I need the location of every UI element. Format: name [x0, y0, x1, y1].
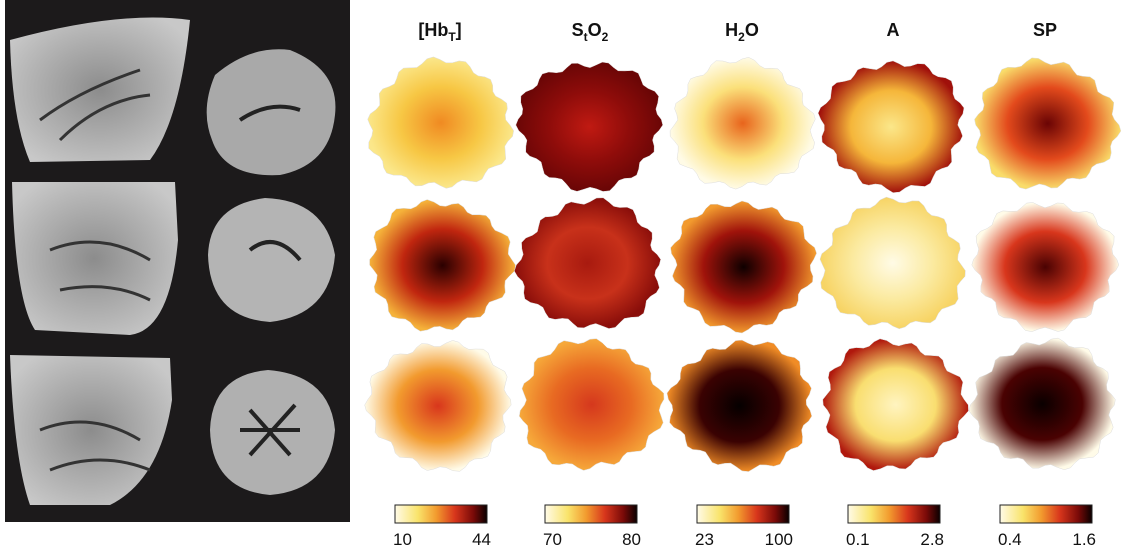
colorbar-min: 23 — [695, 530, 714, 549]
header-text: S — [572, 20, 584, 40]
header-text: SP — [1033, 20, 1057, 40]
header-text: [Hb — [418, 20, 448, 40]
column-header: A — [887, 20, 900, 40]
colorbar-max: 44 — [472, 530, 491, 549]
reconstruction-map — [514, 198, 660, 329]
column-header: [HbT] — [418, 20, 461, 44]
reconstruction-map — [671, 201, 817, 333]
colorbar — [395, 505, 487, 523]
subscript: 2 — [602, 30, 609, 44]
colorbar-max: 100 — [765, 530, 793, 549]
reconstruction-map — [365, 340, 511, 471]
reconstruction-map — [519, 339, 664, 471]
colorbar-max: 2.8 — [920, 530, 944, 549]
reconstruction-map — [818, 61, 964, 193]
reconstruction-map — [368, 57, 514, 188]
column-header: SP — [1033, 20, 1057, 40]
reconstruction-map — [670, 57, 815, 189]
mri-panel — [5, 0, 350, 522]
reconstruction-map — [370, 200, 516, 332]
colorbar-max: 80 — [622, 530, 641, 549]
column-header: StO2 — [572, 20, 609, 44]
figure: [HbT]1044StO27080H2O23100A0.12.8SP0.41.6 — [0, 0, 1125, 550]
colorbar-min: 0.4 — [998, 530, 1022, 549]
reconstruction-map — [516, 62, 663, 191]
reconstruction-map — [667, 340, 812, 472]
header-text: ] — [456, 20, 462, 40]
header-text: H — [725, 20, 738, 40]
colorbar — [848, 505, 940, 523]
colorbar — [697, 505, 789, 523]
reconstruction-map — [975, 58, 1121, 189]
header-text: O — [745, 20, 759, 40]
colorbar-min: 0.1 — [846, 530, 870, 549]
colorbar-min: 10 — [393, 530, 412, 549]
reconstruction-map — [823, 339, 969, 471]
colorbar-min: 70 — [543, 530, 562, 549]
column-header: H2O — [725, 20, 759, 44]
header-text: O — [588, 20, 602, 40]
colorbar — [1000, 505, 1092, 523]
colorbar-max: 1.6 — [1072, 530, 1096, 549]
colorbar — [545, 505, 637, 523]
reconstruction-map — [969, 338, 1115, 470]
reconstruction-map — [972, 203, 1119, 332]
reconstruction-map — [820, 197, 965, 329]
header-text: A — [887, 20, 900, 40]
